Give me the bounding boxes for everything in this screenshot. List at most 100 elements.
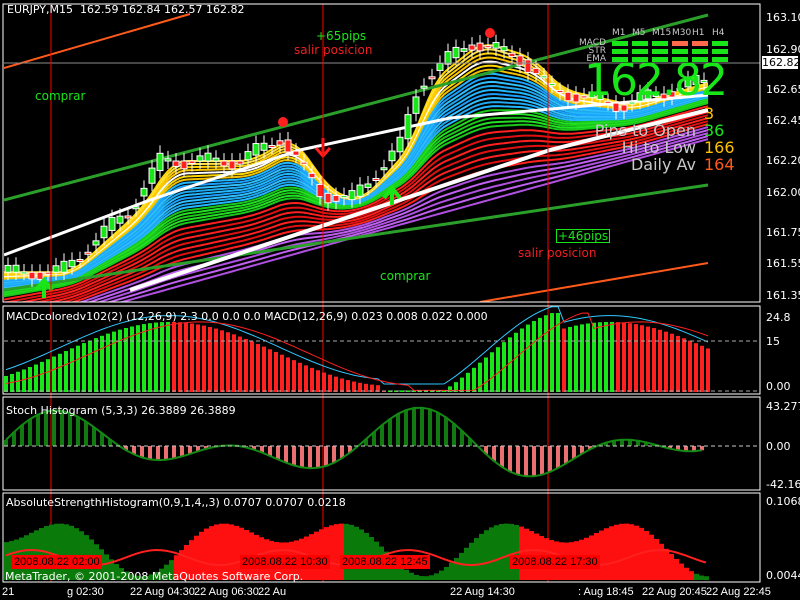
ribbon-line	[4, 108, 709, 302]
candle	[140, 187, 148, 197]
macd-bar	[514, 332, 518, 392]
macd-bar	[448, 386, 452, 392]
candle	[428, 76, 436, 80]
ash-bar	[429, 575, 434, 580]
candle	[564, 91, 572, 102]
macd-bar	[226, 332, 230, 392]
stoch-bar	[108, 439, 112, 446]
ash-bar	[694, 573, 699, 580]
ribbon-line	[78, 126, 709, 302]
ash-bar	[174, 555, 179, 580]
ash-bar	[169, 560, 174, 580]
stoch-bar	[60, 410, 64, 446]
ash-bar	[9, 541, 14, 580]
candle	[452, 46, 460, 59]
stat-label: Pips to Open	[594, 121, 696, 140]
macd-bar	[322, 372, 326, 392]
macd-bar	[244, 338, 248, 392]
stoch-bar	[300, 446, 304, 468]
candle	[444, 51, 452, 65]
ash-title: AbsoluteStrengthHistogram(0,9,1,4,,3) 0.…	[6, 496, 346, 509]
ash-bar	[619, 523, 624, 580]
macd-bar	[256, 343, 260, 392]
ash-bar	[404, 569, 409, 580]
high-value: 162.84	[121, 3, 161, 16]
timeframe-label: M1	[612, 28, 626, 38]
macd-bar	[604, 321, 608, 392]
ash-bar	[634, 525, 639, 580]
ash-bar	[474, 538, 479, 580]
price-axis-label: 161.75	[766, 225, 800, 239]
signal-cell-up	[712, 57, 728, 62]
ribbon-line	[59, 120, 709, 302]
timeframe-label: H4	[712, 28, 725, 38]
macd-bar	[100, 335, 104, 392]
candle	[228, 160, 236, 170]
stoch-bar	[180, 446, 184, 457]
macd-bar	[148, 323, 152, 392]
candle	[412, 96, 420, 114]
ash-bar	[494, 525, 499, 580]
candle	[388, 150, 396, 162]
price-axis-label: 161.55	[766, 257, 800, 271]
candle	[596, 93, 604, 100]
stoch-bar	[348, 446, 352, 453]
buy-arrow-icon	[34, 276, 54, 298]
ash-bar	[129, 574, 134, 580]
ribbon-line	[86, 129, 709, 302]
ash-bar	[189, 540, 194, 580]
stoch-bar	[588, 446, 592, 450]
signal-cell-up	[712, 49, 728, 54]
candle	[380, 167, 388, 171]
ash-bar	[344, 523, 349, 580]
panel-border	[2, 3, 761, 303]
macd-bar	[526, 324, 530, 392]
ash-bar	[659, 543, 664, 580]
ribbon-line	[4, 102, 709, 298]
ash-bar	[219, 523, 224, 580]
macd-bar	[598, 322, 602, 392]
candle	[60, 260, 68, 273]
candle	[244, 151, 252, 161]
candle	[164, 158, 172, 162]
stoch-bar	[548, 446, 552, 472]
ash-bar	[444, 566, 449, 580]
candle	[508, 52, 516, 58]
stoch_panel-axis-label: -42.165	[766, 478, 800, 491]
macd-bar	[634, 324, 638, 392]
stoch-bar	[52, 410, 56, 446]
signal-cell-up	[692, 57, 708, 62]
signal-row-label: MACD	[579, 38, 606, 48]
candle	[460, 48, 468, 52]
macd-bar	[400, 390, 404, 392]
stoch-bar	[332, 446, 336, 463]
ash-bar	[64, 524, 69, 580]
candle	[396, 136, 404, 153]
stoch-bar	[604, 442, 608, 446]
ash-bar	[609, 526, 614, 580]
candle	[532, 67, 540, 75]
ash-bar	[234, 525, 239, 580]
stoch-bar	[444, 417, 448, 446]
candle	[332, 194, 340, 202]
ribbon-line	[4, 105, 709, 301]
candle	[516, 55, 524, 66]
candle	[700, 79, 708, 83]
stoch-bar	[540, 446, 544, 475]
macd-bar	[508, 337, 512, 392]
time-axis-label: 22 Aug 22:45	[706, 586, 771, 598]
macd-bar	[556, 313, 560, 392]
ash-bar	[229, 524, 234, 580]
stoch-bar	[76, 416, 80, 446]
macd-bar	[532, 321, 536, 392]
candle	[20, 271, 28, 275]
macd-bar	[160, 322, 164, 392]
stoch-bar	[644, 442, 648, 446]
ash-bar	[679, 563, 684, 580]
ash-bar	[324, 527, 329, 580]
stoch-bar	[20, 425, 24, 446]
macd-bar	[298, 362, 302, 392]
candle	[540, 75, 548, 79]
price-axis-label: 162.90	[766, 42, 800, 56]
